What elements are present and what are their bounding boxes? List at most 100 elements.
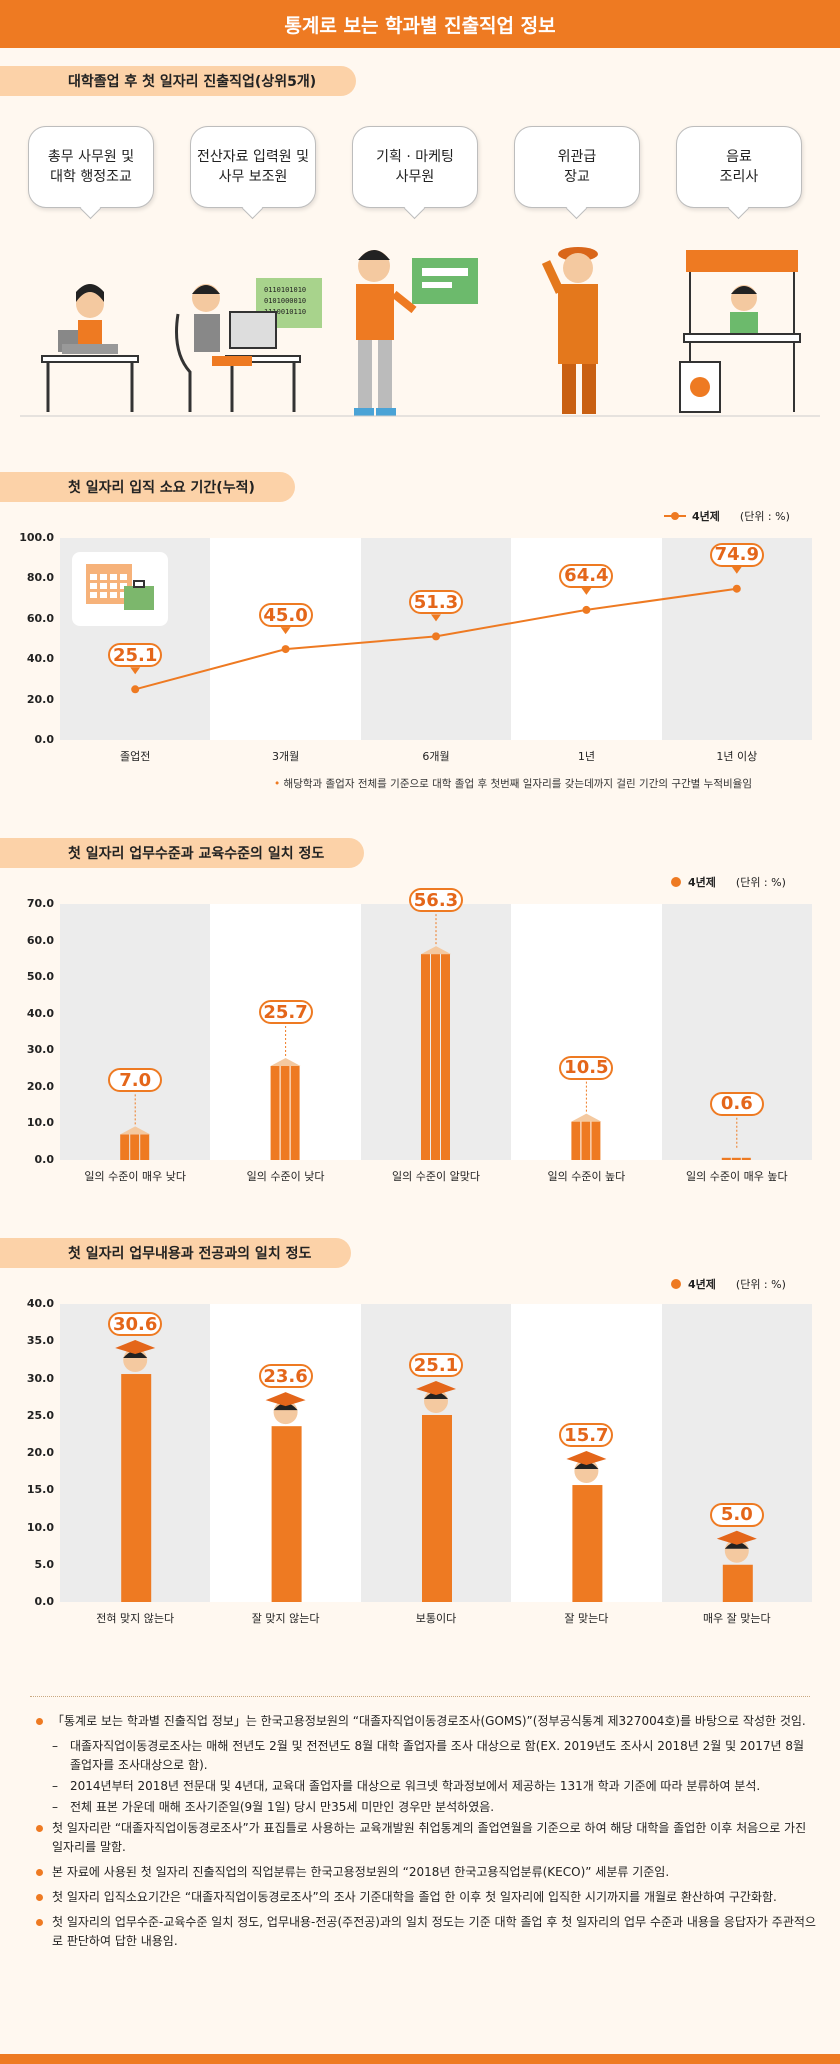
section-title-jobs: 대학졸업 후 첫 일자리 진출직업(상위5개): [0, 66, 357, 96]
y-tick-label: 30.0: [26, 1371, 54, 1385]
bottom-bar: [0, 2054, 840, 2064]
y-tick-label: 30.0: [26, 1043, 54, 1057]
title-bar: 통계로 보는 학과별 진출직업 정보: [0, 0, 840, 48]
data-label: 51.3: [409, 590, 463, 615]
chart1-note: • 해당학과 졸업자 전체를 기준으로 대학 졸업 후 첫번째 일자리를 갖는데…: [274, 778, 752, 790]
chart1-legend: 4년제 (단위 : %): [664, 508, 790, 524]
chart2-legend: 4년제 (단위 : %): [670, 874, 786, 890]
y-tick-label: 60.0: [26, 611, 54, 625]
data-label: 25.7: [258, 1000, 313, 1024]
x-tick-label: 1년: [577, 750, 595, 763]
svg-text:0110101010: 0110101010: [264, 286, 306, 294]
column-stripe: [661, 904, 812, 1160]
x-tick-label: 졸업전: [120, 750, 151, 763]
legend-bar-marker: [671, 1279, 681, 1289]
data-label: 45.0: [258, 603, 313, 628]
svg-text:0101000010: 0101000010: [264, 297, 306, 305]
x-tick-label: 잘 맞지 않는다: [251, 1612, 320, 1625]
bar: [716, 1530, 757, 1602]
chart1-plot: 25.1 45.0 51.3 64.4 74.9: [60, 538, 812, 740]
chart3-plot: 30.6 23.6 25.1 15.7 5.0: [60, 1304, 812, 1602]
job-bubble-2: 전산자료 입력원 및 사무 보조원: [190, 126, 316, 208]
job-bubble-1: 총무 사무원 및 대학 행정조교: [28, 126, 154, 208]
job-illustrations: 0110101010 0101000010 1110010110: [20, 247, 820, 417]
bar: [120, 1126, 151, 1160]
data-point: [432, 632, 440, 641]
data-label: 64.4: [559, 563, 614, 588]
barista-icon: [679, 250, 801, 413]
y-tick-label: 40.0: [26, 652, 54, 666]
y-tick-label: 5.0: [34, 1557, 55, 1571]
data-label: 74.9: [709, 542, 764, 567]
section-title-chart2: 첫 일자리 업무수준과 교육수준의 일치 정도: [0, 838, 365, 868]
footnote-item: 첫 일자리 입직소요기간은 “대졸자직업이동경로조사”의 조사 기준대학을 졸업…: [36, 1888, 816, 1907]
footnote-subitem: –2014년부터 2018년 전문대 및 4년대, 교육대 졸업자를 대상으로 …: [52, 1779, 761, 1793]
legend-label: 4년제: [688, 876, 716, 889]
data-label: 56.3: [409, 888, 463, 913]
data-label: 5.0: [709, 1502, 764, 1527]
job-bubble-3: 기획 · 마케팅 사무원: [352, 126, 478, 208]
chart3-legend: 4년제 (단위 : %): [670, 1276, 786, 1292]
x-tick-label: 일의 수준이 낮다: [246, 1170, 325, 1183]
data-point: [582, 605, 591, 614]
y-tick-label: 70.0: [26, 897, 54, 910]
footnotes: 「통계로 보는 학과별 진출직업 정보」는 한국고용정보원의 “대졸자직업이동경…: [36, 1712, 816, 1957]
data-label: 15.7: [559, 1423, 614, 1448]
bar: [270, 1058, 301, 1160]
y-tick-label: 25.0: [26, 1408, 54, 1422]
y-tick-label: 20.0: [26, 1079, 54, 1093]
x-tick-label: 일의 수준이 알맞다: [392, 1170, 480, 1183]
label-pointer: [130, 667, 141, 675]
y-tick-label: 60.0: [26, 933, 54, 947]
bar: [416, 1381, 456, 1602]
footnote-item: 「통계로 보는 학과별 진출직업 정보」는 한국고용정보원의 “대졸자직업이동경…: [36, 1712, 816, 1731]
y-tick-label: 20.0: [26, 1446, 54, 1459]
data-label: 30.6: [108, 1312, 163, 1337]
data-label: 10.5: [559, 1055, 614, 1080]
y-tick-label: 40.0: [26, 1297, 54, 1310]
bar: [571, 1113, 602, 1160]
presenter-icon: [354, 250, 478, 416]
bar: [115, 1340, 156, 1602]
svg-text:1110010110: 1110010110: [264, 308, 306, 316]
footnote-item: 본 자료에 사용된 첫 일자리 진출직업의 직업분류는 한국고용정보원의 “20…: [36, 1863, 816, 1882]
column-stripe: [60, 904, 211, 1160]
legend-label: 4년제: [688, 1278, 716, 1291]
y-tick-label: 50.0: [26, 970, 54, 984]
legend-bar-marker: [671, 877, 681, 887]
y-tick-label: 100.0: [19, 531, 54, 544]
x-tick-label: 6개월: [422, 750, 450, 763]
x-tick-label: 일의 수준이 높다: [547, 1170, 626, 1183]
bar: [265, 1392, 306, 1602]
footnote-item: 첫 일자리란 “대졸자직업이동경로조사”가 표집틀로 사용하는 교육개발원 취업…: [36, 1819, 816, 1857]
office-worker-icon: [41, 284, 139, 412]
y-tick-label: 0.0: [34, 733, 55, 746]
y-tick-label: 10.0: [26, 1520, 54, 1534]
divider: [30, 1696, 810, 1697]
footnote-subitem: – 전체 표본 가운데 매해 조사기준일(9월 1일) 당시 만35세 미만인 경…: [52, 1800, 495, 1814]
y-tick-label: 35.0: [26, 1334, 54, 1348]
x-tick-label: 3개월: [271, 750, 300, 763]
y-tick-label: 20.0: [26, 692, 54, 706]
page-title: 통계로 보는 학과별 진출직업 정보: [284, 14, 556, 37]
x-tick-label: 일의 수준이 매우 높다: [686, 1170, 788, 1183]
officer-icon: [541, 247, 598, 414]
data-label: 25.1: [409, 1353, 463, 1377]
chart3-unit: (단위 : %): [735, 1278, 786, 1291]
data-label: 0.6: [709, 1091, 764, 1116]
chart2-plot: 7.0 25.7 56.3 10.5 0.6: [60, 888, 812, 1160]
legend-line-marker: [664, 512, 686, 520]
chart1-unit: (단위 : %): [739, 510, 790, 523]
x-tick-label: 전혀 맞지 않는다: [96, 1612, 175, 1625]
job-bubble-4: 위관급 장교: [514, 126, 640, 208]
section-title-chart1: 첫 일자리 입직 소요 기간(누적): [0, 472, 295, 502]
y-tick-label: 10.0: [26, 1116, 54, 1130]
calendar-briefcase-icon: [72, 552, 168, 626]
chart2-unit: (단위 : %): [735, 876, 786, 889]
label-pointer: [280, 627, 291, 635]
legend-label: 4년제: [692, 510, 720, 523]
data-point: [281, 645, 290, 654]
line-series: [130, 566, 742, 694]
data-point: [131, 685, 140, 694]
x-tick-label: 잘 맞는다: [564, 1612, 609, 1625]
